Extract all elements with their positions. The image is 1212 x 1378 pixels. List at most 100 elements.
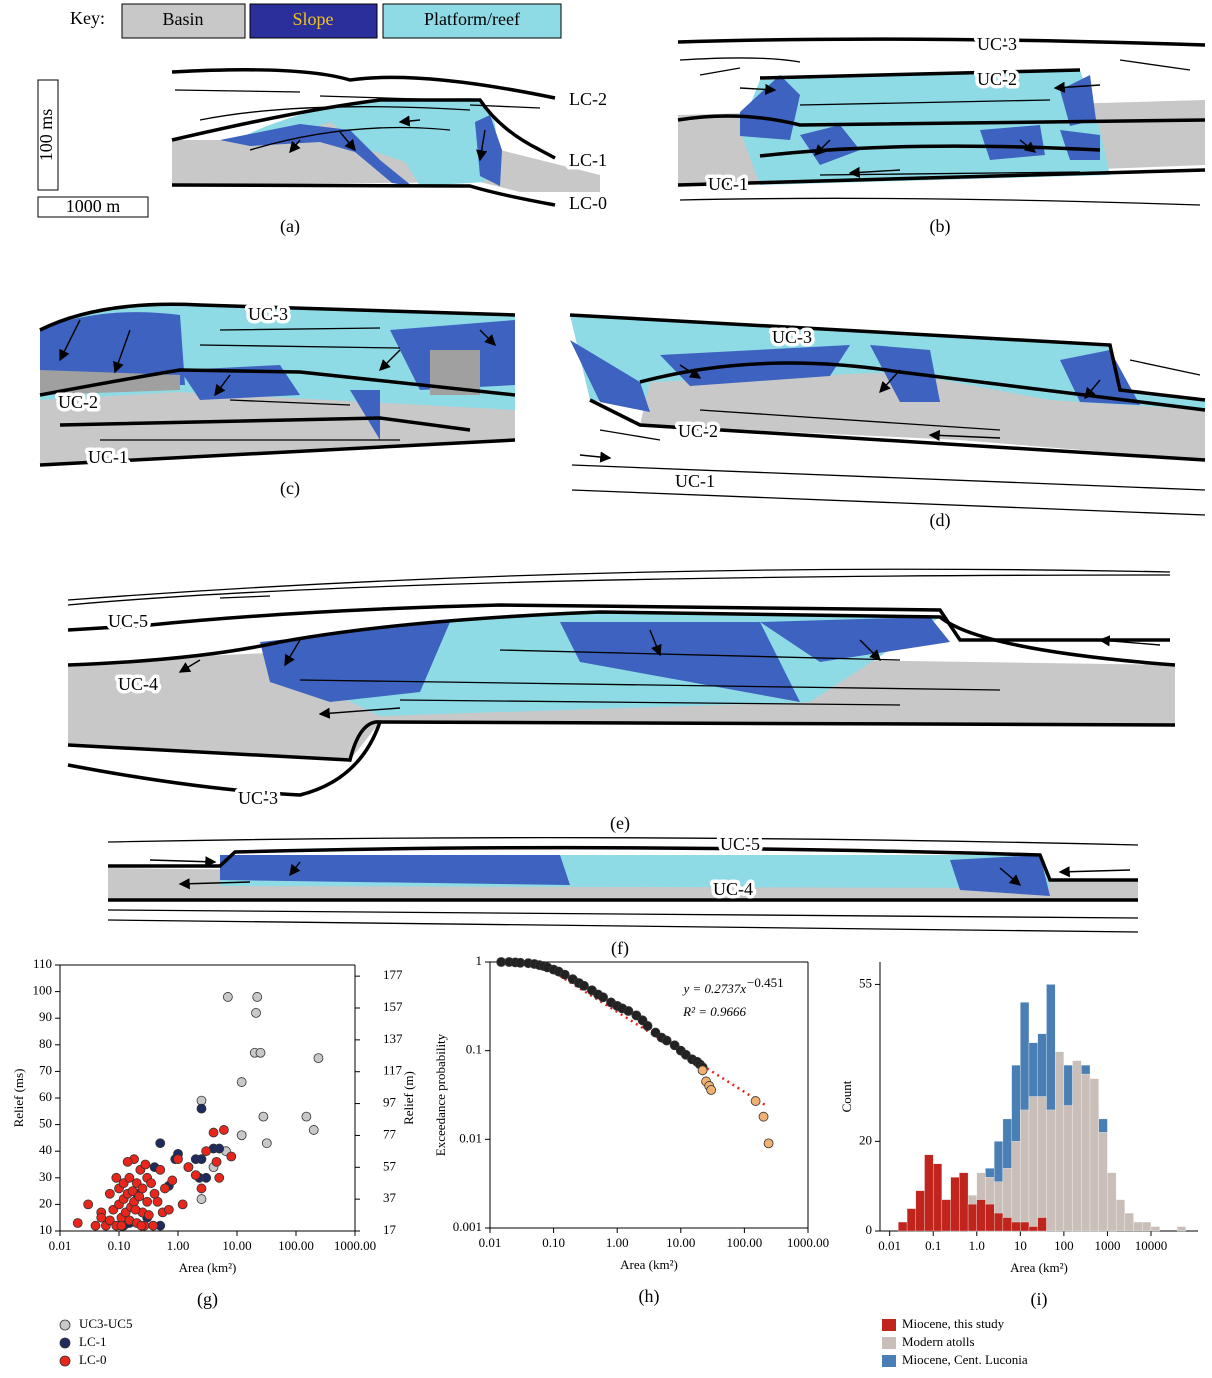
- bar: [933, 1163, 943, 1232]
- bar: [994, 1212, 1004, 1232]
- panel-label: (i): [1031, 1289, 1048, 1310]
- bar: [1037, 1217, 1047, 1232]
- section-d-shape: [1084, 379, 1101, 400]
- y-tick-label: 55: [859, 975, 872, 990]
- section-e-shape: [649, 629, 662, 657]
- point: [83, 1199, 94, 1210]
- x-tick-label: 10000: [1135, 1238, 1168, 1253]
- panel-label: (b): [930, 216, 951, 237]
- legend-swatch: [882, 1355, 896, 1367]
- bar: [1046, 1109, 1056, 1232]
- bar: [906, 1208, 916, 1232]
- point: [598, 992, 608, 1003]
- point: [214, 1143, 225, 1154]
- section-c-shape: [379, 349, 401, 371]
- horizon-label: UC-5: [108, 611, 148, 631]
- y-tick-label: 0.001: [453, 1219, 482, 1234]
- section-e-shape: [67, 568, 1171, 606]
- y2-tick-label: 137: [383, 1031, 403, 1046]
- section-d-shape: [570, 340, 1140, 412]
- section-b-shape: [848, 166, 901, 179]
- point: [706, 1085, 717, 1095]
- section-f-shape: [999, 867, 1022, 886]
- horizon-label: UC-4: [713, 879, 753, 899]
- horizon-label: UC-2: [58, 392, 98, 412]
- key-item: Basin: [162, 9, 203, 29]
- y2-tick-label: 37: [383, 1190, 397, 1205]
- legend-marker: [59, 1337, 71, 1349]
- point: [173, 1154, 183, 1165]
- x-tick-label: 100.00: [278, 1238, 314, 1253]
- bar: [1150, 1226, 1160, 1232]
- point: [124, 1172, 135, 1183]
- x-tick-label: 0.10: [542, 1235, 565, 1250]
- section-d-shape: [640, 372, 1205, 460]
- key-swatch: [382, 3, 562, 39]
- horizon-label: UC-5: [720, 834, 760, 854]
- section-c-shape: [100, 327, 401, 441]
- point: [559, 969, 570, 980]
- point: [301, 1111, 312, 1122]
- section-b-shape: [1019, 139, 1037, 153]
- section-a-shape: [475, 115, 502, 186]
- bar: [1011, 1141, 1021, 1232]
- horizon-label: UC-1: [88, 447, 128, 467]
- section-e-shape: [67, 610, 1176, 667]
- bar: [1028, 1226, 1038, 1232]
- point: [177, 1199, 188, 1210]
- point: [160, 1183, 170, 1194]
- key-title: Key:: [70, 8, 105, 28]
- section-a-shape: [289, 139, 301, 154]
- y2-tick-label: 77: [383, 1126, 397, 1141]
- panel-label: (e): [610, 813, 630, 834]
- section-e-shape: [67, 721, 382, 797]
- bar: [1063, 1105, 1073, 1232]
- section-a-shape: [171, 68, 556, 100]
- bar: [1081, 1073, 1091, 1232]
- scale-label: 100 ms: [36, 109, 56, 162]
- section-c-shape: [40, 350, 480, 395]
- y-axis-label: Count: [839, 1080, 854, 1112]
- section-e: UC-5 UC-4 UC-3 (e): [67, 568, 1176, 834]
- y-tick-label: 0.01: [459, 1130, 482, 1145]
- panel-label: (f): [611, 938, 629, 959]
- y-tick-label: 1: [476, 953, 483, 968]
- bar: [924, 1154, 934, 1232]
- scale-label: 1000 m: [66, 196, 121, 216]
- legend-label: Miocene, this study: [902, 1316, 1005, 1331]
- y-tick-label: 80: [39, 1036, 52, 1051]
- section-c-shape: [59, 319, 81, 362]
- point: [130, 1204, 141, 1215]
- y-tick-label: 40: [39, 1142, 52, 1157]
- point: [623, 1006, 634, 1016]
- bar: [1002, 1217, 1012, 1232]
- point: [236, 1077, 247, 1087]
- bar: [959, 1172, 969, 1232]
- section-f-shape: [220, 855, 1050, 896]
- section-b-shape: [740, 70, 1110, 185]
- section-a-shape: [476, 129, 488, 162]
- point: [226, 1151, 237, 1162]
- point: [697, 1065, 708, 1076]
- point: [136, 1220, 147, 1231]
- point: [122, 1156, 133, 1167]
- bar: [898, 1221, 908, 1232]
- point: [208, 1127, 219, 1138]
- section-b-shape: [740, 75, 1100, 165]
- point: [251, 1007, 261, 1018]
- bar: [941, 1199, 951, 1232]
- panel-label: (a): [280, 216, 300, 237]
- legend-marker: [59, 1319, 71, 1331]
- point: [258, 1111, 269, 1122]
- section-f-shape: [178, 878, 251, 890]
- section-b-shape: [759, 68, 1081, 80]
- section-c: UC-3 UC-2 UC-1 (c): [39, 301, 516, 499]
- y-tick-label: 60: [39, 1089, 52, 1104]
- y-tick-label: 50: [39, 1116, 52, 1131]
- point: [163, 1204, 174, 1215]
- section-a-shape: [174, 89, 541, 151]
- y-tick-label: 100: [33, 983, 53, 998]
- point: [201, 1172, 212, 1183]
